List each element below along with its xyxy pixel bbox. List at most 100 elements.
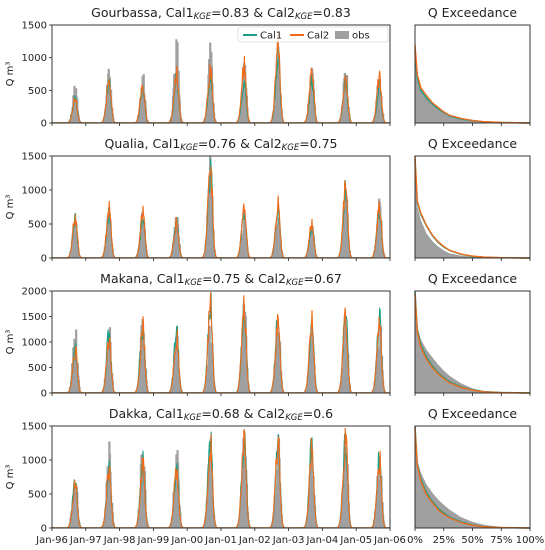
x-tick-label: Jan-98 xyxy=(103,535,136,546)
exceedance-panel: Q Exceedance 0% 25% 50% 75% 100% xyxy=(407,406,544,546)
kge-subscript: KGE xyxy=(286,278,304,288)
kge-subscript: KGE xyxy=(185,278,203,288)
title-part: =0.68 & Cal2 xyxy=(201,406,285,421)
plot-frame xyxy=(51,290,391,394)
y-tick-label: 1000 xyxy=(22,456,47,467)
x-tick-label: Jan-04 xyxy=(306,535,339,546)
cal2-exceedance-line xyxy=(414,44,531,124)
exceed-tick-label: 75% xyxy=(490,535,512,546)
panel-title: Gourbassa, Cal1KGE=0.83 & Cal2KGE=0.83 xyxy=(91,5,351,22)
obs-bar xyxy=(246,368,249,393)
title-part: =0.75 xyxy=(299,136,337,151)
y-tick-label: 1000 xyxy=(22,186,47,197)
title-part: Dakka, Cal1 xyxy=(109,406,184,421)
legend-label-obs: obs xyxy=(352,31,370,42)
x-tick-label: Jan-06 xyxy=(373,535,406,546)
obs-bar xyxy=(278,341,282,393)
x-tick-label: Jan-03 xyxy=(272,535,305,546)
exceed-tick-label: 50% xyxy=(461,535,483,546)
y-tick-label: 0 xyxy=(41,119,47,130)
obs-bar xyxy=(211,195,214,258)
obs-exceedance-area xyxy=(415,38,530,123)
obs-bar xyxy=(380,475,383,528)
y-tick-label: 2000 xyxy=(22,287,47,298)
cal1-line xyxy=(52,292,390,394)
x-tick-label: Jan-96 xyxy=(35,535,68,546)
y-tick-label: 500 xyxy=(28,490,47,501)
obs-bar xyxy=(177,479,180,528)
exceed-tick-label: 0% xyxy=(407,535,423,546)
x-tick-label: Jan-01 xyxy=(204,535,237,546)
cal2-line xyxy=(52,166,390,259)
y-tick-label: 500 xyxy=(28,86,47,97)
cal1-line xyxy=(52,430,390,529)
panel-title: Dakka, Cal1KGE=0.68 & Cal2KGE=0.6 xyxy=(109,406,333,423)
exceedance-title: Q Exceedance xyxy=(428,271,518,286)
title-part: =0.75 & Cal2 xyxy=(202,271,286,286)
title-part: Makana, Cal1 xyxy=(100,271,184,286)
title-part: =0.83 xyxy=(313,5,351,20)
kge-subscript: KGE xyxy=(285,413,303,423)
panel-title: Qualia, Cal1KGE=0.76 & Cal2KGE=0.75 xyxy=(105,136,338,153)
y-tick-label: 500 xyxy=(28,220,47,231)
cal2-exceedance-line xyxy=(414,427,531,529)
y-axis-label: Q m³ xyxy=(5,62,16,87)
cal2-line xyxy=(52,427,390,529)
title-part: =0.6 xyxy=(303,406,333,421)
obs-exceedance-area xyxy=(415,296,530,393)
cal2-exceedance-line xyxy=(414,293,531,394)
obs-exceedance-area xyxy=(415,162,530,258)
kge-subscript: KGE xyxy=(282,143,300,153)
obs-bar xyxy=(313,363,316,393)
title-part: Gourbassa, Cal1 xyxy=(91,5,193,20)
obs-bars xyxy=(51,438,392,528)
title-part: =0.83 & Cal2 xyxy=(211,5,295,20)
y-tick-label: 1500 xyxy=(22,312,47,323)
y-tick-label: 0 xyxy=(41,524,47,535)
obs-bars xyxy=(51,156,392,258)
y-tick-label: 1000 xyxy=(22,53,47,64)
exceed-tick-label: 25% xyxy=(433,535,455,546)
obs-bar xyxy=(346,213,349,258)
cal1-line xyxy=(52,46,390,124)
exceedance-title: Q Exceedance xyxy=(428,406,518,421)
exceedance-title: Q Exceedance xyxy=(428,136,518,151)
legend: Cal1 Cal2 obs xyxy=(237,26,389,43)
exceedance-title: Q Exceedance xyxy=(428,5,518,20)
legend-label-cal2: Cal2 xyxy=(307,31,329,42)
y-tick-label: 500 xyxy=(28,363,47,374)
kge-subscript: KGE xyxy=(295,12,313,22)
obs-bar xyxy=(245,336,248,393)
exceedance-panel: Q Exceedance xyxy=(414,5,531,126)
y-axis-label: Q m³ xyxy=(5,465,16,490)
plot-frame xyxy=(51,425,391,529)
obs-bar xyxy=(213,387,216,393)
title-part: =0.67 xyxy=(304,271,342,286)
y-tick-label: 1500 xyxy=(22,152,47,163)
cal2-line xyxy=(52,292,390,394)
obs-bar xyxy=(246,247,249,258)
kge-subscript: KGE xyxy=(194,12,212,22)
cal1-line xyxy=(52,158,390,259)
legend-box xyxy=(237,26,389,43)
x-tick-label: Jan-00 xyxy=(170,535,203,546)
obs-bars xyxy=(51,39,392,124)
obs-bar xyxy=(280,515,283,528)
kge-subscript: KGE xyxy=(184,413,202,423)
cal2-line xyxy=(52,32,390,124)
obs-bar xyxy=(109,341,112,393)
y-tick-label: 0 xyxy=(41,254,47,265)
exceedance-panel: Q Exceedance xyxy=(414,136,531,261)
y-tick-label: 1500 xyxy=(22,422,47,433)
x-tick-label: Jan-02 xyxy=(238,535,271,546)
obs-bars xyxy=(51,303,392,393)
exceedance-panel: Q Exceedance xyxy=(414,271,531,396)
cal2-exceedance-line xyxy=(414,155,531,259)
y-axis-label: Q m³ xyxy=(5,330,16,355)
obs-exceedance-area xyxy=(415,429,530,528)
title-part: Qualia, Cal1 xyxy=(105,136,181,151)
legend-obs-swatch xyxy=(335,31,349,39)
